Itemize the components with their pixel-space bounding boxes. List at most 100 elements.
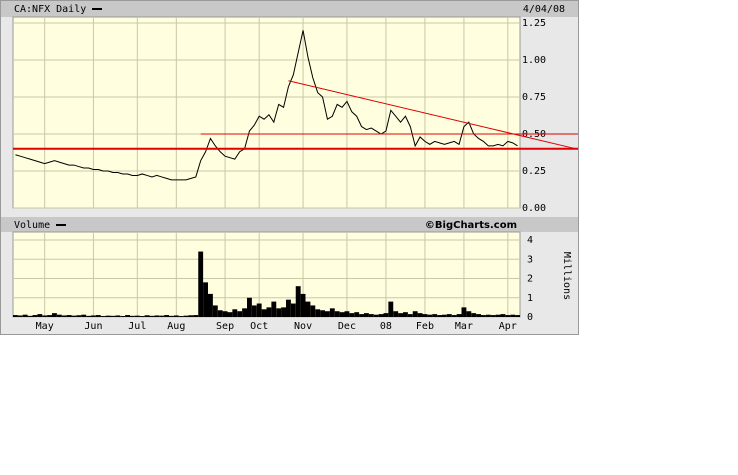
volume-bar xyxy=(286,299,291,317)
volume-bar xyxy=(476,314,481,317)
volume-bar xyxy=(203,282,208,317)
volume-bar xyxy=(495,314,501,317)
volume-bar xyxy=(256,303,262,317)
volume-bar xyxy=(247,297,252,317)
volume-bar xyxy=(95,315,101,317)
volume-bar xyxy=(32,315,38,317)
volume-bar xyxy=(169,315,174,317)
volume-bar xyxy=(417,313,423,317)
trend-line xyxy=(288,80,577,150)
volume-bar xyxy=(442,314,447,317)
volume-bar xyxy=(105,315,111,317)
volume-bar xyxy=(86,315,91,317)
y-tick-label: 0 xyxy=(527,312,533,323)
y-tick-label: 0.75 xyxy=(522,92,546,103)
volume-bar xyxy=(505,315,511,317)
volume-bar xyxy=(139,316,145,317)
volume-bar xyxy=(354,312,360,317)
y-tick-label: 1 xyxy=(527,293,533,304)
volume-bar xyxy=(398,313,403,317)
credit: ©BigCharts.com xyxy=(425,220,517,231)
volume-bar xyxy=(300,293,306,317)
price-line xyxy=(15,30,518,181)
volume-bar xyxy=(481,315,486,317)
volume-bar xyxy=(437,315,442,317)
volume-bar xyxy=(227,312,233,317)
volume-bar xyxy=(71,315,77,317)
volume-bar xyxy=(154,315,160,317)
volume-bar xyxy=(110,315,116,317)
volume-bar xyxy=(52,313,57,317)
y-tick-label: 0.25 xyxy=(522,166,546,177)
volume-bar xyxy=(17,315,23,317)
volume-bar xyxy=(242,308,247,317)
volume-bar xyxy=(407,314,413,317)
x-tick-label: Jun xyxy=(84,321,102,332)
volume-bar xyxy=(310,305,316,317)
x-tick-label: Sep xyxy=(216,321,234,332)
volume-bar xyxy=(222,311,228,317)
volume-bar xyxy=(61,315,67,317)
volume-bar xyxy=(149,315,155,317)
date: 4/04/08 xyxy=(523,4,565,15)
volume-bar xyxy=(378,314,384,317)
volume-bar xyxy=(144,315,150,317)
volume-bar xyxy=(193,315,199,317)
price-header xyxy=(1,1,578,17)
x-tick-label: Apr xyxy=(499,321,517,332)
volume-bar xyxy=(290,303,296,317)
volume-bar xyxy=(276,308,282,317)
volume-bar xyxy=(188,315,194,317)
volume-bar xyxy=(359,314,364,317)
volume-bar xyxy=(500,314,506,317)
volume-bar xyxy=(100,316,106,317)
volume-bar xyxy=(42,315,48,317)
volume-bar xyxy=(115,315,121,317)
volume-bar xyxy=(490,315,496,317)
y-axis-label: Millions xyxy=(561,252,572,300)
volume-bar xyxy=(22,314,28,317)
y-tick-label: 1.00 xyxy=(522,55,546,66)
volume-bar xyxy=(412,311,418,317)
volume-bar xyxy=(120,316,126,317)
chart-title: CA:NFX Daily xyxy=(14,4,86,15)
volume-bar xyxy=(427,314,433,317)
y-tick-label: 4 xyxy=(527,235,533,246)
volume-bar xyxy=(47,315,52,317)
volume-bar xyxy=(159,315,165,317)
volume-bar xyxy=(134,315,140,317)
y-tick-label: 2 xyxy=(527,274,533,285)
volume-bar xyxy=(320,310,325,317)
x-tick-label: May xyxy=(36,321,54,332)
x-tick-label: Mar xyxy=(455,321,473,332)
volume-bar xyxy=(466,311,472,317)
volume-bar xyxy=(27,315,33,317)
volume-bar xyxy=(212,305,218,317)
y-tick-label: 1.25 xyxy=(522,18,546,29)
volume-bar xyxy=(198,251,204,317)
volume-bar xyxy=(164,315,169,317)
volume-bar xyxy=(393,311,399,317)
volume-bar xyxy=(130,315,135,317)
volume-bar xyxy=(344,311,350,317)
x-tick-label: Dec xyxy=(338,321,356,332)
x-tick-label: Oct xyxy=(250,321,268,332)
x-tick-label: 08 xyxy=(380,321,392,332)
volume-bar xyxy=(178,316,184,317)
volume-bar xyxy=(305,301,311,317)
volume-bar xyxy=(339,312,345,317)
volume-bar xyxy=(81,314,87,317)
volume-bar xyxy=(325,311,330,317)
volume-bar xyxy=(451,315,457,317)
volume-header xyxy=(1,217,578,232)
volume-bar xyxy=(217,310,223,317)
volume-bar xyxy=(432,314,438,317)
volume-bar xyxy=(13,315,18,317)
volume-bar xyxy=(208,293,213,317)
volume-plot xyxy=(12,231,521,318)
y-tick-label: 0.00 xyxy=(522,203,546,214)
volume-bar xyxy=(271,301,277,317)
volume-bar xyxy=(76,315,82,317)
volume-bar xyxy=(485,314,491,317)
